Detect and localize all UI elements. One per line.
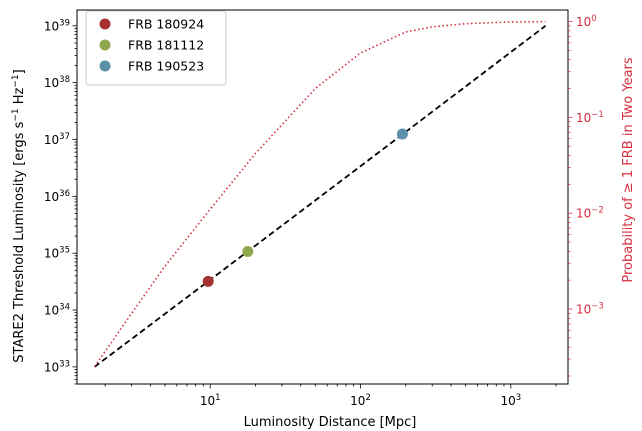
y-axis-left-label-base: STARE2 Threshold Luminosity [ergs s [12, 121, 27, 362]
y-left-tick-label: 1037 [44, 132, 70, 147]
y-right-tick-label: 10−2 [576, 206, 604, 221]
legend-label-3: FRB 190523 [128, 59, 204, 74]
legend: FRB 180924 FRB 181112 FRB 190523 [85, 10, 227, 86]
x-axis-label: Luminosity Distance [Mpc] [244, 415, 417, 430]
y-axis-left-label: STARE2 Threshold Luminosity [ergs s−1 Hz… [11, 69, 27, 362]
probability-curve-line [93, 20, 546, 368]
y-axis-right: 10−3 10−2 10−1 100 [568, 14, 604, 377]
x-tick-label: 103 [500, 393, 521, 408]
points-layer [202, 128, 408, 287]
y-right-tick-label: 100 [576, 14, 597, 29]
y-right-tick-label: 10−1 [576, 110, 604, 125]
data-point-2 [242, 246, 254, 258]
x-axis: 101 102 103 [104, 384, 557, 408]
legend-box [85, 10, 227, 86]
legend-marker-2 [99, 39, 111, 51]
y-left-tick-label: 1038 [44, 75, 70, 90]
legend-label-2: FRB 181112 [128, 38, 204, 53]
data-point-1 [202, 275, 214, 287]
x-tick-label: 101 [200, 393, 221, 408]
y-axis-left-label-exp2: −1 [11, 74, 21, 87]
y-axis-left-label-end: ] [12, 69, 27, 74]
y-axis-left: 1033 1034 1035 1036 1037 1038 1039 [44, 18, 77, 385]
y-left-tick-label: 1036 [44, 189, 70, 204]
y-left-tick-label: 1034 [44, 303, 70, 318]
data-point-3 [396, 128, 408, 140]
legend-label-1: FRB 180924 [128, 17, 204, 32]
plot-area [76, 9, 569, 385]
y-right-tick-label: 10−3 [576, 302, 604, 317]
y-axis-left-label-mid: Hz [12, 87, 27, 108]
threshold-luminosity-line [93, 25, 547, 368]
y-axis-left-label-exp1: −1 [11, 108, 21, 121]
legend-marker-1 [99, 18, 111, 30]
legend-marker-3 [99, 60, 111, 72]
y-axis-right-label: Probability of ≥ 1 FRB in Two Years [621, 57, 636, 283]
y-left-tick-label: 1033 [44, 359, 70, 374]
series-layer [93, 20, 547, 368]
plot-frame [76, 9, 569, 385]
x-tick-label: 102 [350, 393, 371, 408]
y-left-tick-label: 1035 [44, 246, 70, 261]
y-left-tick-label: 1039 [44, 18, 70, 33]
